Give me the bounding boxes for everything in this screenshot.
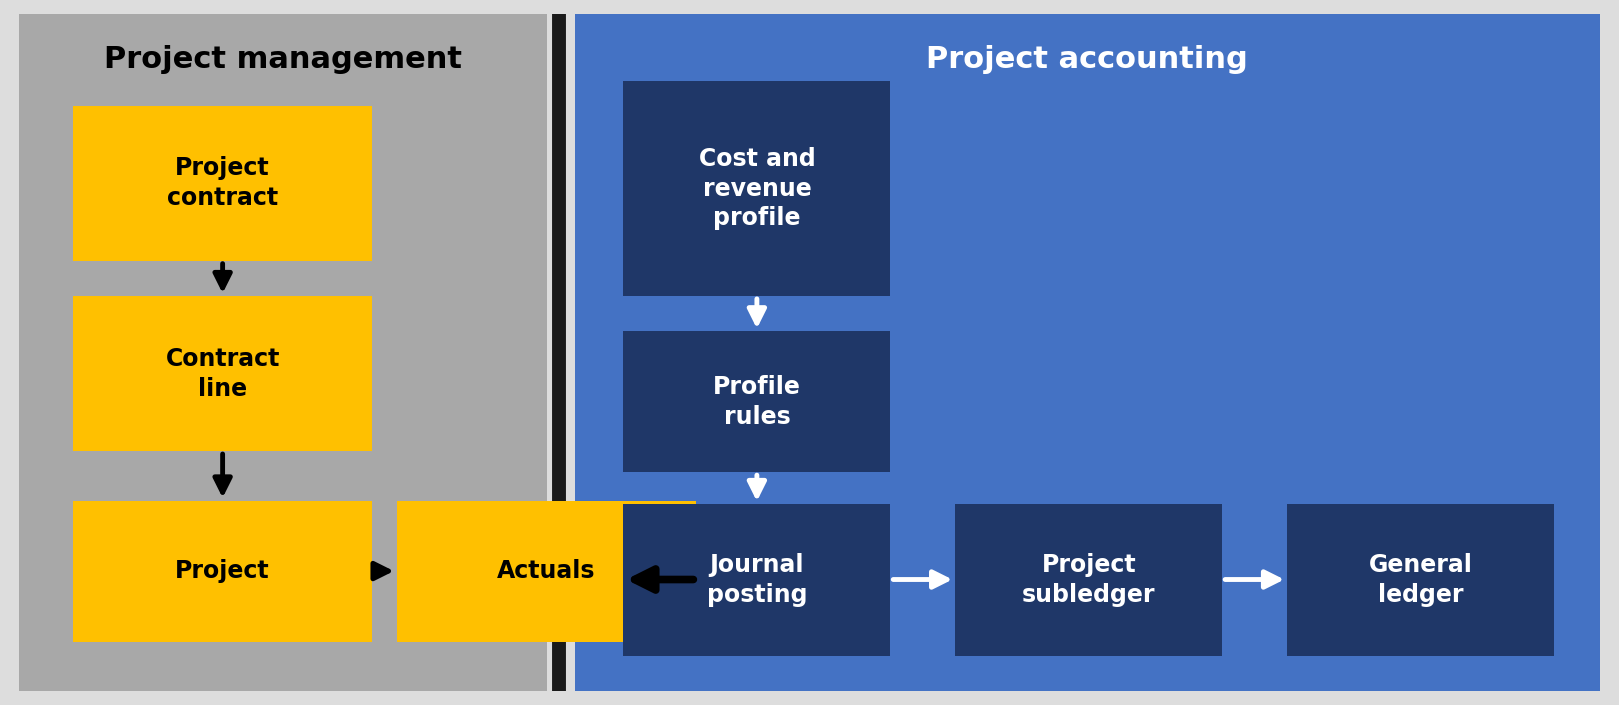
Bar (955, 504, 1222, 656)
Bar (73, 296, 372, 451)
Text: Project management: Project management (104, 45, 463, 75)
Bar (623, 331, 890, 472)
Text: Project: Project (175, 559, 270, 583)
Text: Project
contract: Project contract (167, 157, 278, 210)
Text: Profile
rules: Profile rules (712, 375, 801, 429)
Bar (397, 501, 696, 642)
Bar (623, 81, 890, 296)
Text: Contract
line: Contract line (165, 347, 280, 400)
Text: Journal
posting: Journal posting (706, 553, 808, 607)
Bar (19, 14, 547, 691)
Text: Actuals: Actuals (497, 559, 596, 583)
Bar (73, 501, 372, 642)
Text: Project accounting: Project accounting (926, 45, 1248, 75)
Bar (73, 106, 372, 261)
Text: General
ledger: General ledger (1368, 553, 1473, 607)
Bar (623, 504, 890, 656)
Bar (575, 14, 1600, 691)
Bar (1287, 504, 1554, 656)
Text: Project
subledger: Project subledger (1022, 553, 1156, 607)
Text: Cost and
revenue
profile: Cost and revenue profile (698, 147, 816, 231)
